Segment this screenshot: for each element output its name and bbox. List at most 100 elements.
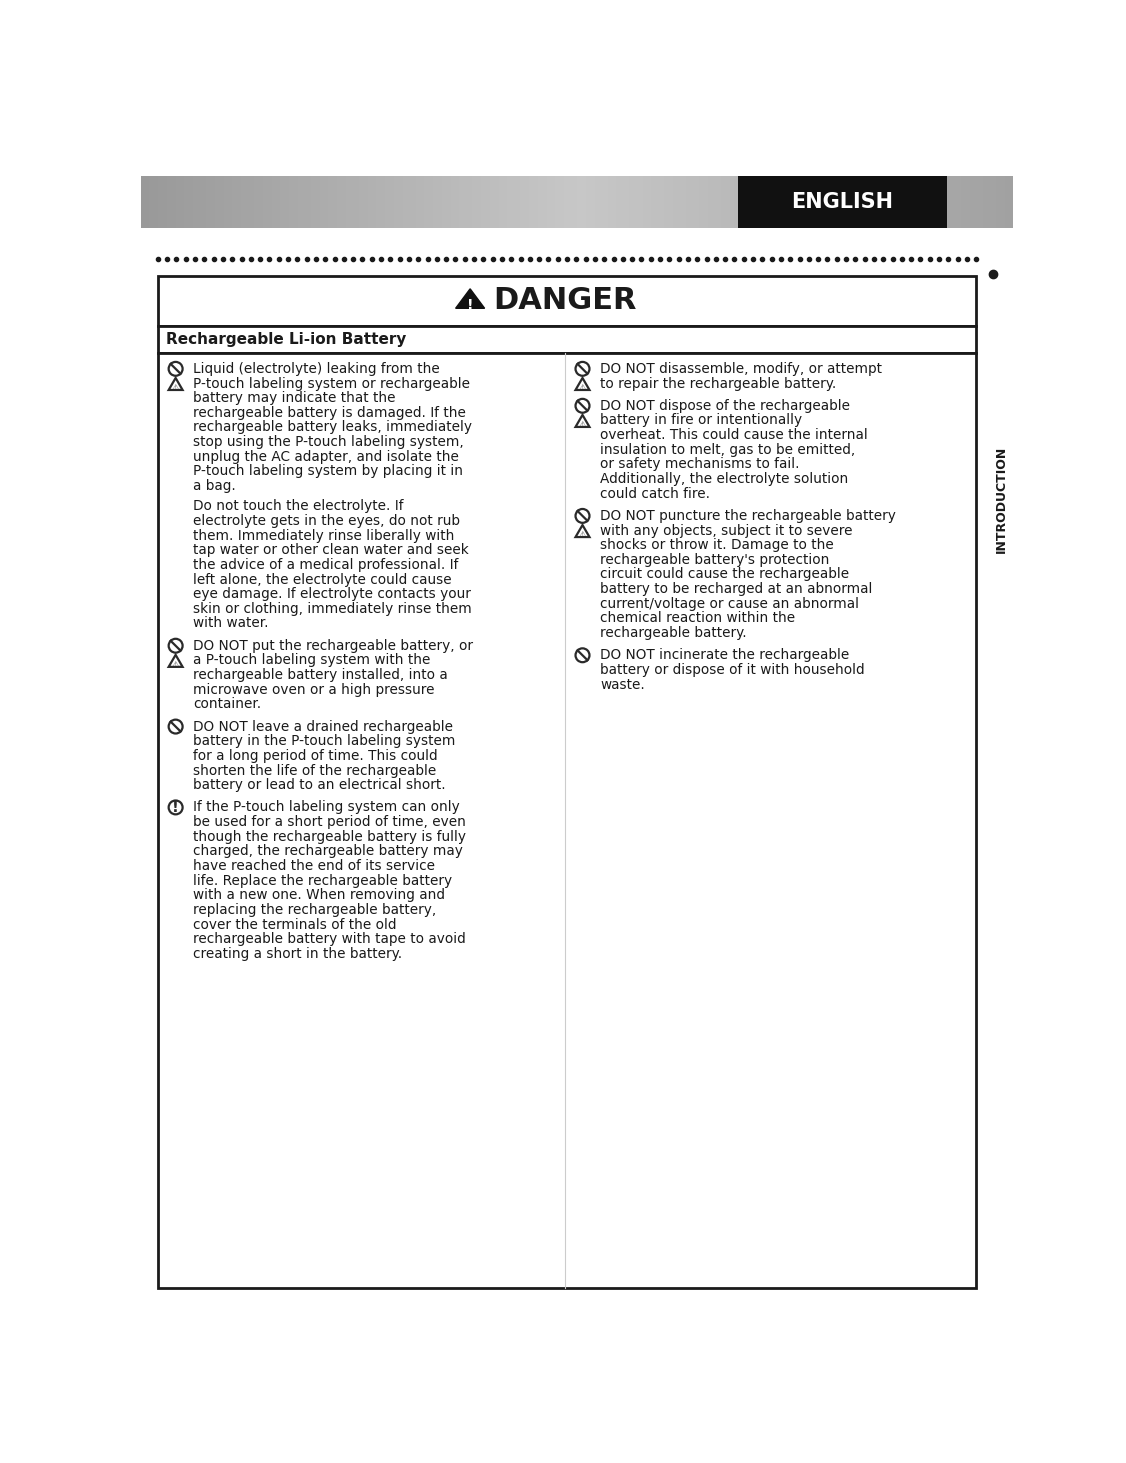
Bar bbox=[616, 176, 620, 228]
Bar bbox=[394, 176, 399, 228]
Bar bbox=[647, 176, 651, 228]
Text: battery in the P-touch labeling system: battery in the P-touch labeling system bbox=[194, 734, 456, 748]
Bar bbox=[822, 176, 825, 228]
Bar bbox=[162, 176, 167, 228]
Bar bbox=[957, 176, 962, 228]
Text: container.: container. bbox=[194, 698, 261, 711]
Bar bbox=[534, 176, 538, 228]
Bar bbox=[865, 176, 869, 228]
Bar bbox=[660, 176, 664, 228]
Bar bbox=[390, 176, 394, 228]
Bar bbox=[543, 176, 546, 228]
Bar bbox=[329, 176, 333, 228]
Text: Additionally, the electrolyte solution: Additionally, the electrolyte solution bbox=[600, 473, 849, 486]
Text: ⚠: ⚠ bbox=[579, 383, 587, 392]
Text: !: ! bbox=[467, 298, 473, 312]
Bar bbox=[569, 176, 573, 228]
Bar bbox=[202, 176, 206, 228]
Bar bbox=[752, 176, 756, 228]
Text: P-touch labeling system by placing it in: P-touch labeling system by placing it in bbox=[194, 464, 464, 478]
Bar bbox=[978, 176, 983, 228]
Bar bbox=[337, 176, 341, 228]
Bar bbox=[254, 176, 259, 228]
Bar bbox=[494, 176, 499, 228]
Text: chemical reaction within the: chemical reaction within the bbox=[600, 612, 795, 625]
Bar bbox=[939, 176, 944, 228]
Bar bbox=[673, 176, 678, 228]
Bar bbox=[211, 176, 215, 228]
Bar bbox=[860, 176, 865, 228]
Text: battery or dispose of it with household: battery or dispose of it with household bbox=[600, 663, 865, 677]
Text: unplug the AC adapter, and isolate the: unplug the AC adapter, and isolate the bbox=[194, 449, 459, 464]
Text: eye damage. If electrolyte contacts your: eye damage. If electrolyte contacts your bbox=[194, 587, 472, 601]
Bar bbox=[459, 176, 464, 228]
Bar bbox=[403, 176, 406, 228]
Bar bbox=[150, 176, 154, 228]
Bar bbox=[297, 176, 302, 228]
Bar bbox=[857, 176, 860, 228]
Bar bbox=[437, 176, 441, 228]
Text: tap water or other clean water and seek: tap water or other clean water and seek bbox=[194, 543, 470, 557]
Text: rechargeable battery leaks, immediately: rechargeable battery leaks, immediately bbox=[194, 420, 473, 435]
Bar bbox=[171, 176, 176, 228]
Bar bbox=[399, 176, 403, 228]
Bar bbox=[953, 176, 957, 228]
Bar bbox=[346, 176, 350, 228]
Bar bbox=[158, 353, 976, 1289]
Bar bbox=[892, 176, 895, 228]
Bar bbox=[1004, 176, 1009, 228]
Bar bbox=[595, 176, 599, 228]
Bar bbox=[372, 176, 376, 228]
Bar bbox=[415, 176, 420, 228]
Bar bbox=[189, 176, 194, 228]
Bar bbox=[586, 176, 590, 228]
Bar bbox=[817, 176, 822, 228]
Text: creating a short in the battery.: creating a short in the battery. bbox=[194, 947, 403, 961]
Bar bbox=[194, 176, 197, 228]
Text: could catch fire.: could catch fire. bbox=[600, 487, 711, 500]
Text: waste.: waste. bbox=[600, 677, 645, 692]
Bar bbox=[795, 176, 799, 228]
Text: be used for a short period of time, even: be used for a short period of time, even bbox=[194, 815, 466, 830]
Bar bbox=[406, 176, 411, 228]
Bar bbox=[546, 176, 551, 228]
Text: shocks or throw it. Damage to the: shocks or throw it. Damage to the bbox=[600, 538, 834, 552]
Bar bbox=[869, 176, 874, 228]
Bar bbox=[804, 176, 808, 228]
Text: them. Immediately rinse liberally with: them. Immediately rinse liberally with bbox=[194, 528, 455, 543]
Bar bbox=[904, 176, 909, 228]
Bar bbox=[874, 176, 878, 228]
Bar bbox=[289, 176, 294, 228]
Bar bbox=[520, 176, 525, 228]
Bar bbox=[490, 176, 494, 228]
Bar bbox=[590, 176, 595, 228]
Bar bbox=[232, 176, 236, 228]
Bar bbox=[516, 176, 520, 228]
Bar bbox=[538, 176, 543, 228]
Text: insulation to melt, gas to be emitted,: insulation to melt, gas to be emitted, bbox=[600, 443, 856, 456]
Bar bbox=[241, 176, 245, 228]
Bar bbox=[434, 176, 437, 228]
Text: INTRODUCTION: INTRODUCTION bbox=[994, 445, 1008, 553]
Text: ⚠: ⚠ bbox=[172, 383, 179, 392]
Text: replacing the rechargeable battery,: replacing the rechargeable battery, bbox=[194, 903, 437, 917]
Bar bbox=[197, 176, 202, 228]
Text: ENGLISH: ENGLISH bbox=[792, 192, 893, 212]
Bar bbox=[154, 176, 158, 228]
Bar bbox=[578, 176, 581, 228]
Bar bbox=[769, 176, 774, 228]
Bar bbox=[324, 176, 329, 228]
Bar bbox=[411, 176, 415, 228]
Text: DANGER: DANGER bbox=[493, 287, 637, 315]
Text: battery or lead to an electrical short.: battery or lead to an electrical short. bbox=[194, 778, 446, 791]
Bar bbox=[215, 176, 220, 228]
Bar bbox=[625, 176, 629, 228]
Text: circuit could cause the rechargeable: circuit could cause the rechargeable bbox=[600, 568, 849, 581]
Bar bbox=[263, 176, 267, 228]
Text: the advice of a medical professional. If: the advice of a medical professional. If bbox=[194, 557, 458, 572]
Bar bbox=[476, 176, 481, 228]
Bar bbox=[508, 176, 511, 228]
Bar bbox=[613, 176, 616, 228]
Bar bbox=[930, 176, 935, 228]
Bar bbox=[638, 176, 643, 228]
